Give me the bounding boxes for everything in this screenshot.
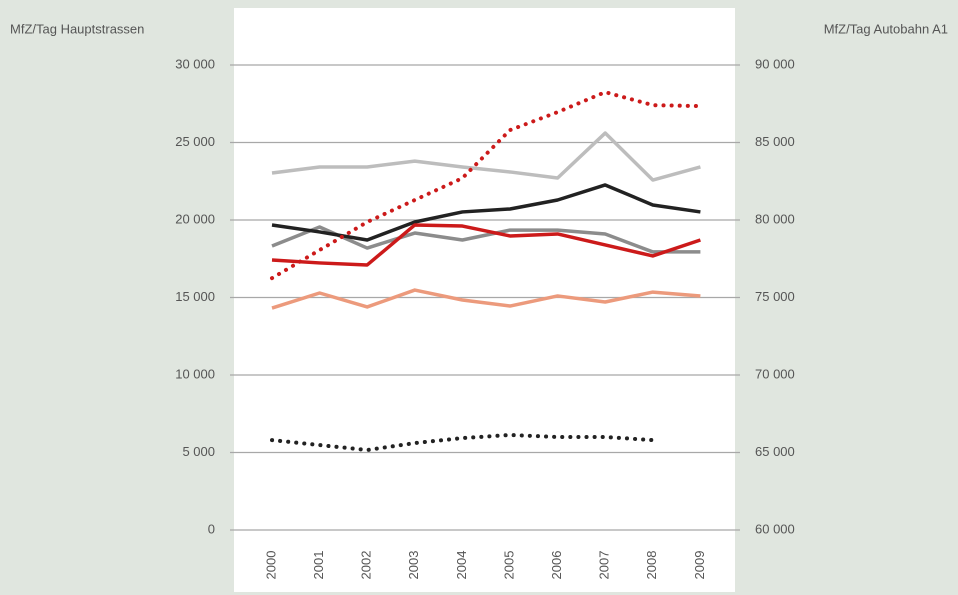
- y2-tick-label: 70 000: [755, 366, 795, 381]
- x-tick-label: 2007: [597, 551, 612, 580]
- y-tick-label: 20 000: [175, 211, 215, 226]
- series-line: [270, 90, 703, 281]
- series-line: [270, 432, 655, 453]
- y-tick-label: 10 000: [175, 366, 215, 381]
- x-tick-label: 2002: [359, 551, 374, 580]
- x-tick-label: 2000: [263, 551, 278, 580]
- x-tick-label: 2005: [501, 551, 516, 580]
- x-tick-label: 2008: [644, 551, 659, 580]
- y-tick-label: 15 000: [175, 289, 215, 304]
- x-tick-label: 2006: [549, 551, 564, 580]
- y-tick-label: 25 000: [175, 134, 215, 149]
- x-tick-label: 2009: [692, 551, 707, 580]
- y2-tick-label: 60 000: [755, 521, 795, 536]
- x-tick-label: 2004: [454, 551, 469, 580]
- series-line: [271, 288, 701, 310]
- y2-tick-label: 65 000: [755, 444, 795, 459]
- y-tick-label: 30 000: [175, 56, 215, 71]
- plot-area: [234, 8, 735, 592]
- y2-tick-label: 75 000: [755, 289, 795, 304]
- y-tick-label: 0: [208, 521, 215, 536]
- series-line: [271, 223, 701, 267]
- x-tick-label: 2003: [406, 551, 421, 580]
- series-line: [271, 131, 701, 182]
- y2-tick-label: 90 000: [755, 56, 795, 71]
- x-tick-label: 2001: [311, 551, 326, 580]
- y2-axis-label: MfZ/Tag Autobahn A1: [824, 21, 948, 36]
- y2-tick-label: 80 000: [755, 211, 795, 226]
- y-tick-label: 5 000: [182, 444, 215, 459]
- y2-tick-label: 85 000: [755, 134, 795, 149]
- y-axis-label: MfZ/Tag Hauptstrassen: [10, 21, 144, 36]
